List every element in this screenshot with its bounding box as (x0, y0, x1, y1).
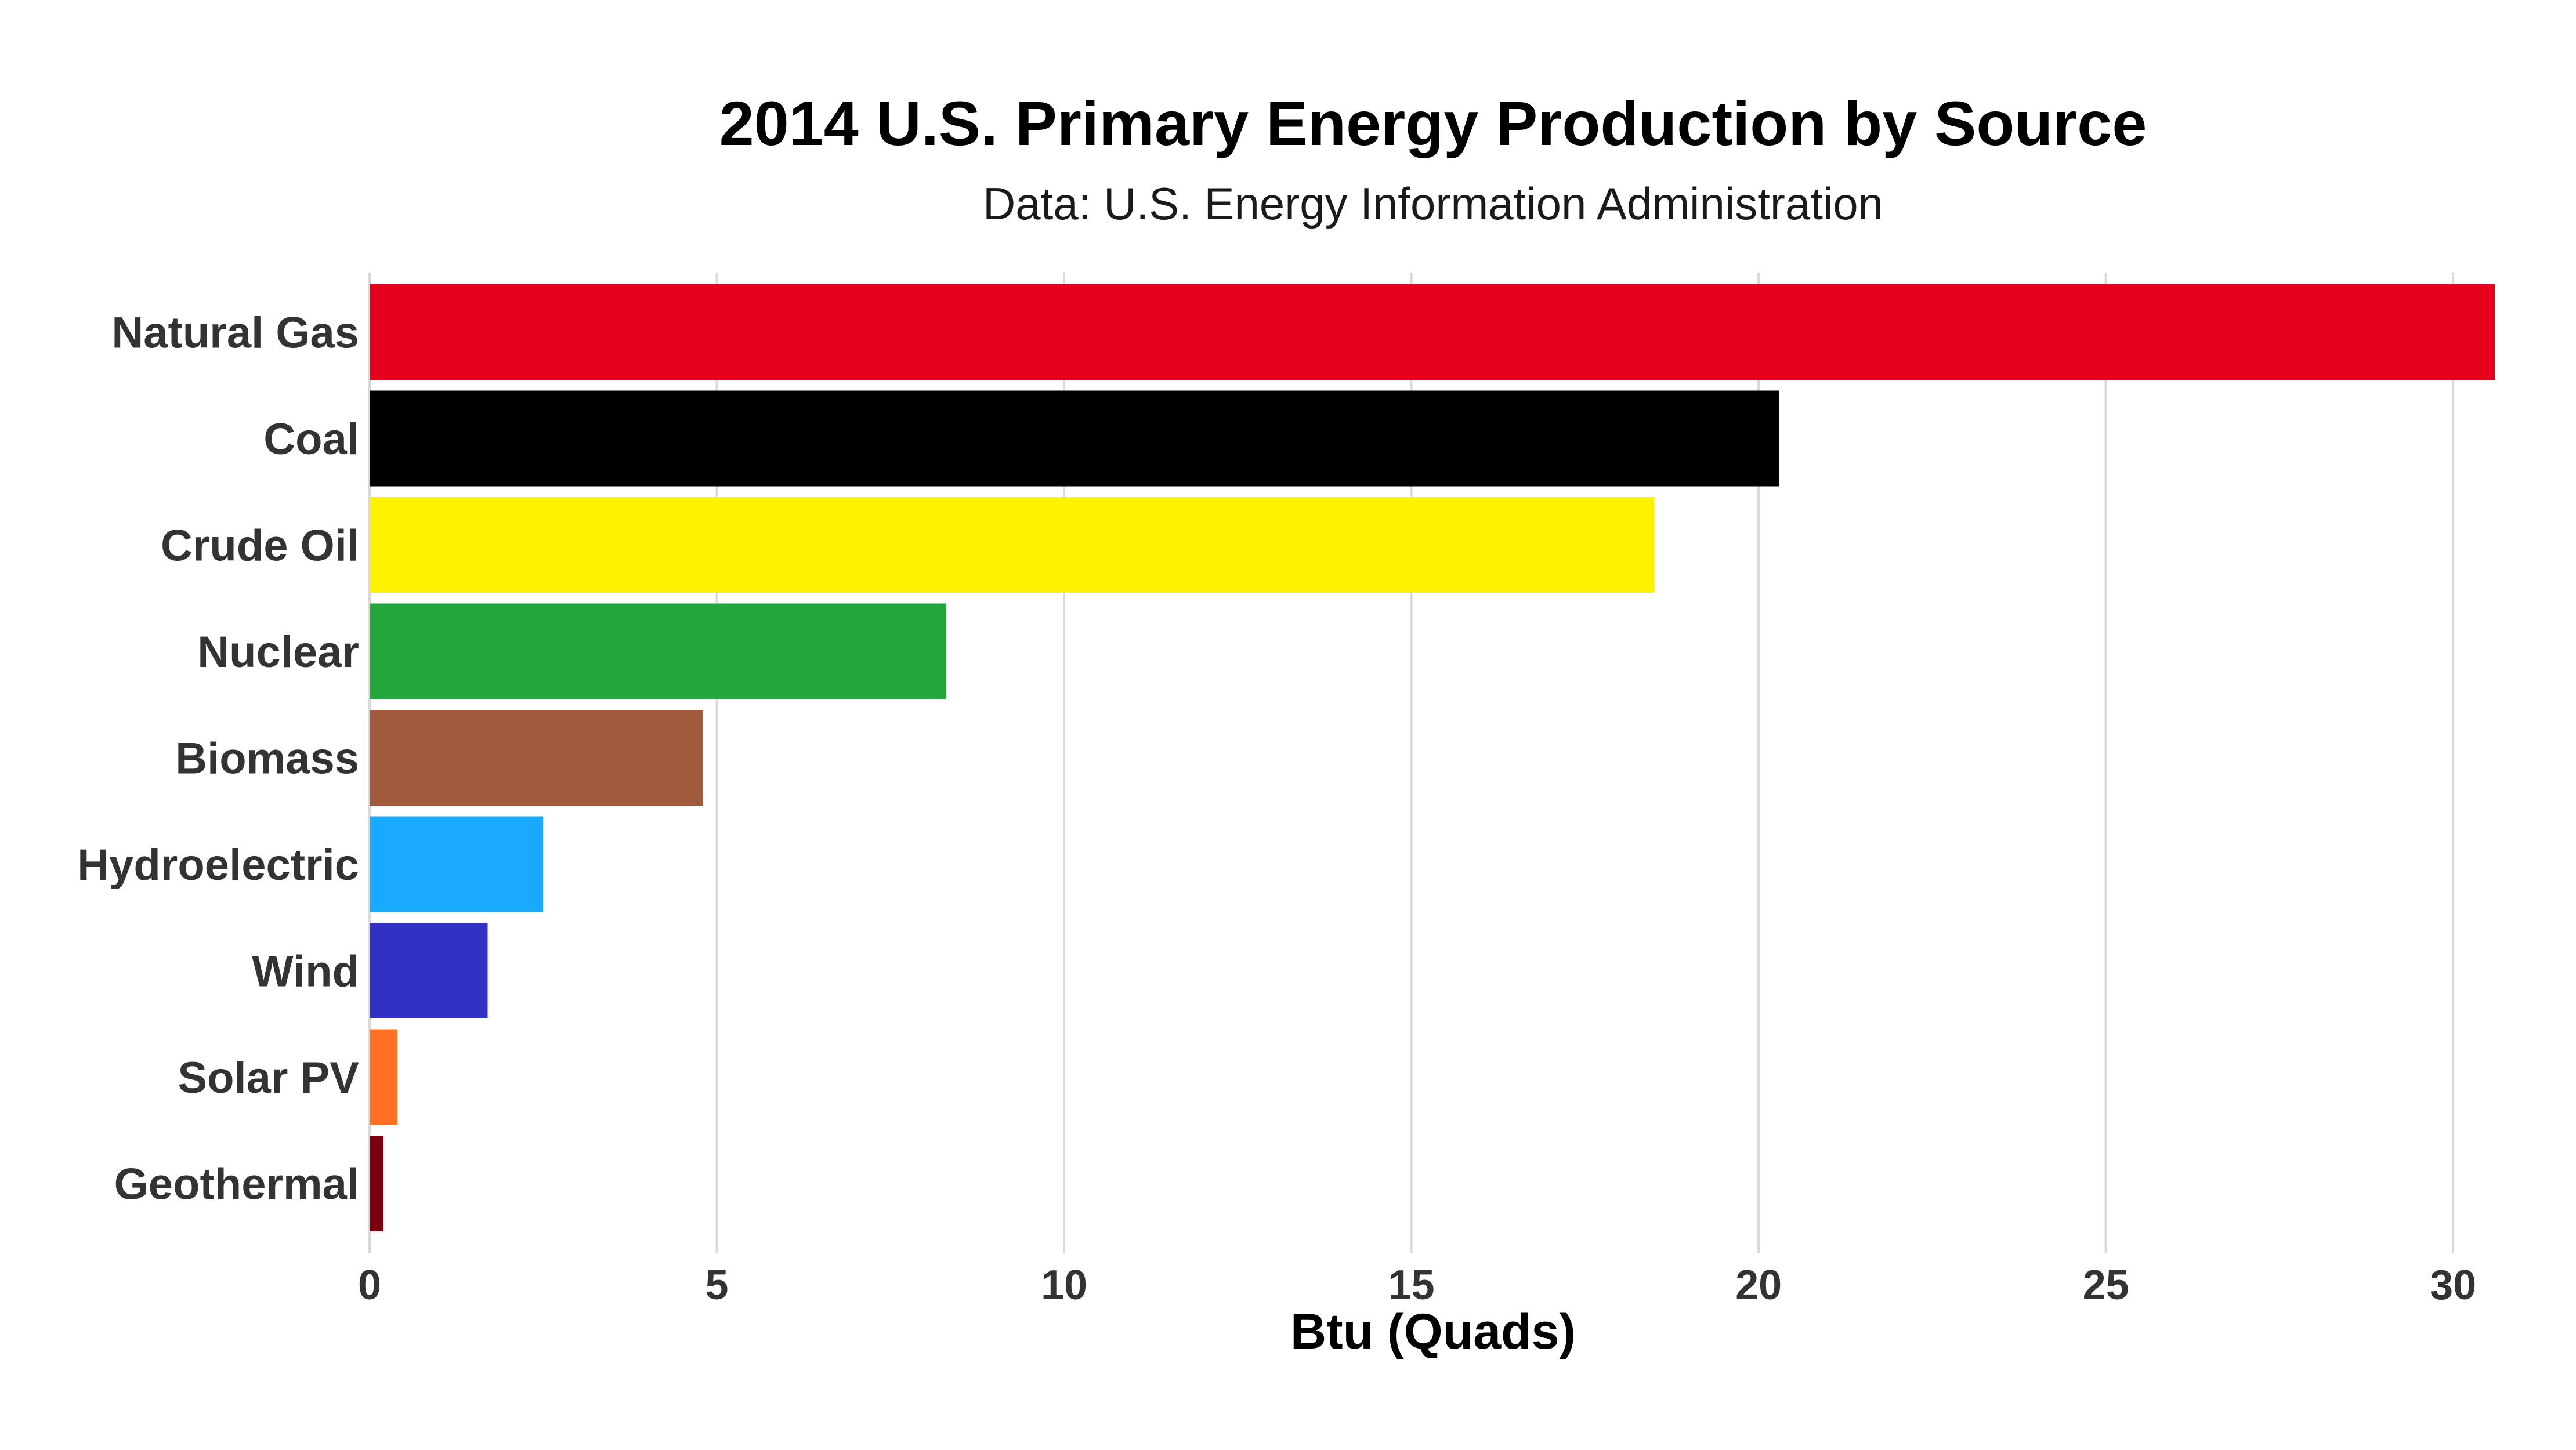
category-label: Nuclear (197, 628, 359, 677)
x-tick-label: 5 (705, 1262, 729, 1308)
bar-geothermal (370, 1136, 383, 1231)
category-label: Hydroelectric (77, 840, 359, 890)
bars (370, 284, 2495, 1231)
x-tick-label: 15 (1388, 1262, 1435, 1308)
bar-hydroelectric (370, 816, 544, 912)
bar-wind (370, 923, 488, 1018)
category-label: Natural Gas (111, 309, 359, 358)
bar-biomass (370, 710, 703, 806)
bar-solar-pv (370, 1029, 397, 1125)
x-tick-label: 0 (358, 1262, 381, 1308)
x-tick-label: 25 (2083, 1262, 2129, 1308)
bar-crude-oil (370, 497, 1655, 593)
x-tick-label: 30 (2430, 1262, 2476, 1308)
category-label: Geothermal (114, 1160, 359, 1209)
category-label: Crude Oil (161, 521, 359, 571)
bar-coal (370, 390, 1780, 487)
category-label: Solar PV (178, 1053, 359, 1103)
category-labels: Natural Gas Coal Crude Oil Nuclear Biomass Hy… (77, 309, 359, 1209)
x-tick-label: 20 (1735, 1262, 1782, 1308)
category-label: Biomass (175, 734, 359, 784)
bar-natural-gas (370, 284, 2495, 380)
chart-title: 2014 U.S. Primary Energy Production by S… (719, 88, 2147, 158)
bar-nuclear (370, 603, 946, 699)
category-label: Wind (252, 947, 359, 996)
category-label: Coal (263, 415, 359, 464)
x-tick-label: 10 (1041, 1262, 1087, 1308)
x-tick-labels: 0 5 10 15 20 25 30 (358, 1262, 2476, 1308)
chart-subtitle: Data: U.S. Energy Information Administra… (983, 178, 1883, 229)
x-axis-title: Btu (Quads) (1290, 1304, 1576, 1360)
